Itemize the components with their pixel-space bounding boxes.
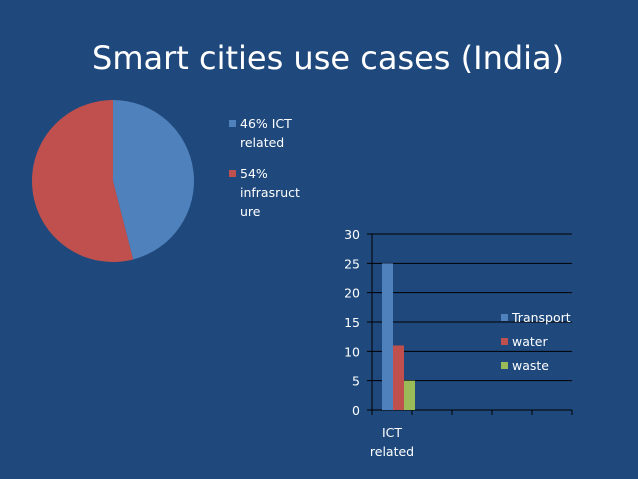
pie-legend-label-1-0: 54% <box>240 166 268 181</box>
bar-legend-label-2: waste <box>512 358 549 373</box>
bar-ytick-label-0: 0 <box>352 403 360 418</box>
pie-slice-1 <box>31 100 134 262</box>
bar-legend-label-1: water <box>512 334 548 349</box>
bar-category-label-0-1: related <box>370 444 414 459</box>
bar-ytick-label-2: 10 <box>344 344 360 359</box>
bar-legend-swatch-2 <box>501 362 508 369</box>
bar-ytick-label-6: 30 <box>344 227 360 242</box>
bar-legend-swatch-0 <box>501 314 508 321</box>
pie-legend-label-1-2: ure <box>240 204 261 219</box>
bar-waste-0 <box>404 380 415 410</box>
pie-chart: 46% ICT related 54% infrasruct ure <box>31 100 300 262</box>
pie-legend-label-0-0: 46% ICT <box>240 116 292 131</box>
bar-legend-label-0: Transport <box>511 310 571 325</box>
bar-water-0 <box>393 345 404 410</box>
bar-ytick-label-1: 5 <box>352 374 360 389</box>
pie-slice-0 <box>113 100 194 260</box>
bar-legend-swatch-1 <box>501 338 508 345</box>
bar-ytick-label-5: 25 <box>344 256 360 271</box>
bar-transport-0 <box>382 263 393 410</box>
pie-legend-label-1-1: infrasruct <box>240 185 300 200</box>
slide-title: Smart cities use cases (India) <box>92 39 565 77</box>
pie-legend-swatch-1 <box>229 170 236 177</box>
bar-ytick-label-4: 20 <box>344 286 360 301</box>
bar-ytick-label-3: 15 <box>344 315 360 330</box>
bar-category-label-0-0: ICT <box>382 425 402 440</box>
pie-legend-swatch-0 <box>229 120 236 127</box>
pie-legend-label-0-1: related <box>240 135 284 150</box>
